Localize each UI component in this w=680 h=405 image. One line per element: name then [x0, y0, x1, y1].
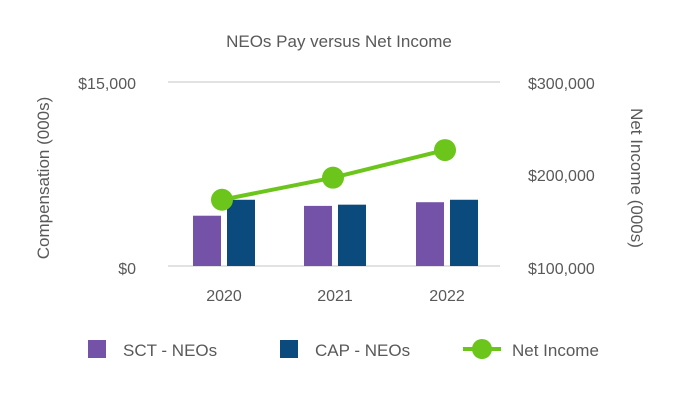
right-axis-ticks: $300,000 $200,000 $100,000 — [528, 76, 595, 278]
legend-label-cap: CAP - NEOs — [315, 341, 410, 360]
left-axis-ticks: $15,000 $0 — [78, 76, 136, 278]
legend-swatch-sct — [88, 340, 106, 358]
x-tick-label: 2021 — [317, 288, 353, 305]
right-tick-label: $100,000 — [528, 261, 595, 278]
legend-label-sct: SCT - NEOs — [123, 341, 217, 360]
x-tick-label: 2020 — [206, 288, 242, 305]
left-tick-label: $0 — [118, 261, 136, 278]
net-income-point-2022 — [434, 139, 456, 162]
legend-label-net-income: Net Income — [512, 341, 599, 360]
right-tick-label: $300,000 — [528, 76, 595, 93]
bar-sct-2022 — [416, 202, 444, 266]
chart-title: NEOs Pay versus Net Income — [226, 32, 452, 51]
legend-marker-net-income — [472, 339, 492, 359]
bar-group — [193, 199, 478, 266]
net-income-point-2021 — [322, 166, 344, 189]
right-axis-label: Net Income (000s) — [627, 108, 646, 248]
left-tick-label: $15,000 — [78, 76, 136, 93]
legend-swatch-cap — [280, 340, 298, 358]
bar-cap-2022 — [450, 199, 478, 266]
net-income-point-2020 — [211, 188, 233, 211]
x-tick-label: 2022 — [429, 288, 465, 305]
x-axis-ticks: 2020 2021 2022 — [206, 288, 465, 305]
bar-cap-2020 — [227, 199, 255, 266]
gridlines — [168, 81, 500, 267]
left-axis-label: Compensation (000s) — [34, 97, 53, 260]
bar-cap-2021 — [338, 204, 366, 266]
line-series-group — [211, 139, 456, 211]
bar-sct-2020 — [193, 215, 221, 266]
legend: SCT - NEOs CAP - NEOs Net Income — [88, 339, 599, 360]
bar-sct-2021 — [304, 205, 332, 266]
right-tick-label: $200,000 — [528, 168, 595, 185]
